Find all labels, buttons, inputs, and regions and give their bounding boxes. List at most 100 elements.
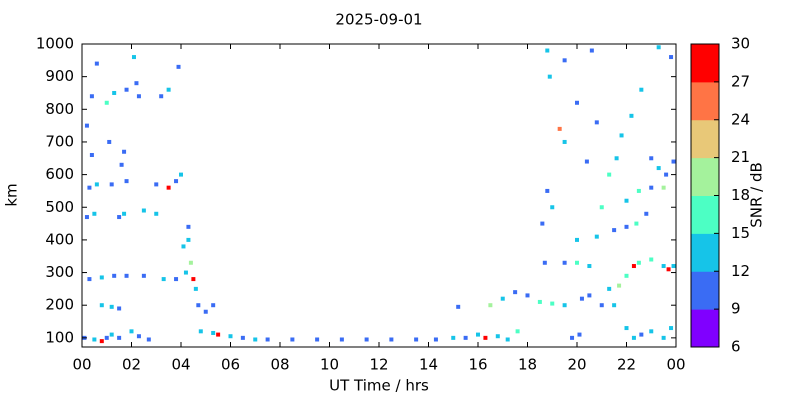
data-point — [525, 293, 530, 298]
data-point — [186, 224, 191, 229]
data-point — [584, 159, 589, 164]
data-point — [117, 335, 122, 340]
data-point — [639, 87, 644, 92]
plot-frame — [81, 43, 677, 348]
data-point — [656, 45, 661, 50]
data-point — [134, 81, 139, 86]
data-point — [203, 309, 208, 314]
data-point — [131, 55, 136, 60]
data-point — [211, 330, 216, 335]
colorbar-tick-label: 9 — [731, 300, 741, 318]
data-point — [433, 337, 438, 342]
colorbar-tick-label: 12 — [731, 262, 750, 280]
colorbar-segment — [691, 44, 719, 83]
data-point — [636, 260, 641, 265]
data-point — [557, 126, 562, 131]
data-point — [174, 179, 179, 184]
data-point — [339, 337, 344, 342]
data-point — [575, 260, 579, 265]
data-point — [99, 339, 104, 344]
chart-title: 2025-09-01 — [335, 11, 422, 29]
data-point — [188, 260, 193, 265]
data-point — [174, 277, 179, 282]
data-point — [87, 185, 92, 190]
data-point — [599, 303, 604, 308]
data-point — [124, 87, 129, 92]
data-point — [570, 335, 575, 340]
data-point — [265, 337, 270, 342]
data-point — [594, 120, 599, 125]
data-point — [154, 182, 159, 187]
data-point — [122, 149, 127, 154]
data-point — [649, 156, 654, 161]
data-point — [631, 335, 636, 340]
y-tick-label: 300 — [45, 263, 74, 281]
data-point — [141, 208, 146, 213]
data-point — [107, 139, 112, 144]
data-point — [179, 172, 183, 177]
data-point — [166, 185, 171, 190]
data-point — [550, 301, 555, 306]
colorbar-tick-label: 21 — [731, 148, 750, 166]
colorbar-tick-label: 15 — [731, 224, 750, 242]
data-point — [671, 159, 676, 164]
data-point — [154, 211, 159, 216]
data-point — [562, 58, 567, 63]
data-point — [104, 100, 109, 105]
data-point — [495, 334, 500, 339]
data-point — [513, 290, 518, 295]
data-point — [624, 273, 629, 278]
data-point — [505, 337, 510, 342]
data-point — [617, 283, 622, 288]
y-tick-label: 700 — [45, 132, 74, 150]
data-point — [84, 123, 89, 128]
data-point — [669, 326, 674, 331]
y-tick-label: 100 — [45, 328, 74, 346]
data-point — [547, 74, 552, 79]
y-tick-label: 900 — [45, 67, 74, 85]
data-point — [614, 156, 619, 161]
data-point — [141, 273, 146, 278]
colorbar-tick-label: 24 — [731, 110, 750, 128]
x-tick-label: 00 — [666, 356, 685, 374]
data-point — [661, 264, 666, 269]
data-point — [624, 198, 629, 203]
colorbar-label: SNR / dB — [748, 162, 766, 228]
data-point — [589, 48, 594, 53]
data-point — [631, 264, 636, 269]
data-point — [599, 205, 604, 210]
data-point — [117, 306, 122, 311]
colorbar-tick-label: 27 — [731, 72, 750, 90]
data-point — [87, 277, 92, 282]
data-point — [542, 260, 547, 265]
data-point — [92, 211, 97, 216]
data-point — [161, 277, 166, 282]
data-point — [193, 286, 198, 291]
data-point — [661, 185, 666, 190]
data-point — [639, 332, 644, 337]
data-point — [671, 264, 676, 269]
data-point — [634, 221, 639, 226]
data-point — [656, 166, 661, 171]
data-point — [624, 326, 629, 331]
data-point — [537, 299, 542, 304]
data-point — [607, 172, 612, 177]
data-point — [619, 133, 624, 138]
data-point — [364, 337, 369, 342]
data-point — [136, 334, 141, 339]
data-point — [228, 334, 233, 339]
data-point — [240, 335, 245, 340]
data-point — [545, 48, 550, 53]
data-point — [649, 329, 654, 334]
data-point — [191, 277, 196, 282]
data-point — [463, 335, 468, 340]
data-point — [649, 257, 654, 262]
data-point — [545, 188, 550, 193]
data-point — [666, 267, 671, 272]
data-point — [577, 332, 582, 337]
x-tick-label: 08 — [270, 356, 289, 374]
data-point — [515, 329, 520, 334]
x-tick-label: 10 — [320, 356, 339, 374]
x-tick-label: 20 — [567, 356, 586, 374]
